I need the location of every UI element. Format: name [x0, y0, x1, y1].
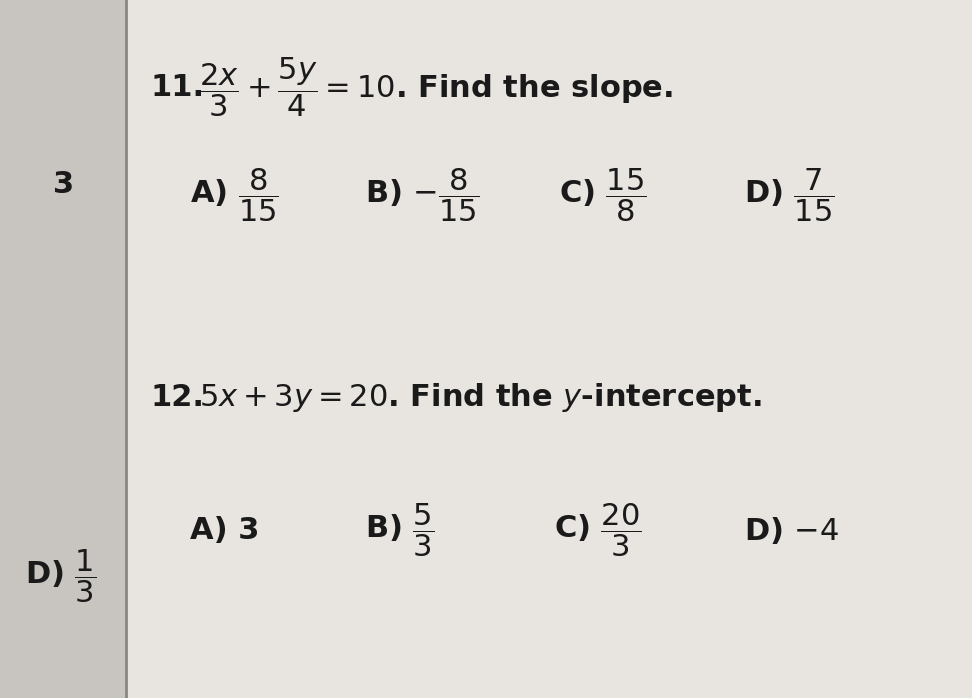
Text: A) $\dfrac{8}{15}$: A) $\dfrac{8}{15}$	[190, 167, 279, 224]
Text: C) $\dfrac{15}{8}$: C) $\dfrac{15}{8}$	[559, 167, 646, 224]
Text: D) $\dfrac{7}{15}$: D) $\dfrac{7}{15}$	[744, 167, 834, 224]
Text: D) $-4$: D) $-4$	[744, 515, 839, 546]
Text: $5x+3y=20$. Find the $y$-intercept.: $5x+3y=20$. Find the $y$-intercept.	[199, 381, 762, 415]
Text: 3: 3	[52, 170, 74, 200]
Text: B) $-\dfrac{8}{15}$: B) $-\dfrac{8}{15}$	[364, 167, 478, 224]
Text: 11.: 11.	[151, 73, 205, 102]
Text: C) $\dfrac{20}{3}$: C) $\dfrac{20}{3}$	[554, 502, 642, 559]
Text: B) $\dfrac{5}{3}$: B) $\dfrac{5}{3}$	[364, 502, 434, 559]
Text: 12.: 12.	[151, 383, 205, 413]
Text: A) 3: A) 3	[190, 516, 259, 545]
Text: $\dfrac{2x}{3}+\dfrac{5y}{4}=10$. Find the slope.: $\dfrac{2x}{3}+\dfrac{5y}{4}=10$. Find t…	[199, 55, 674, 119]
Text: D) $\dfrac{1}{3}$: D) $\dfrac{1}{3}$	[24, 547, 96, 604]
